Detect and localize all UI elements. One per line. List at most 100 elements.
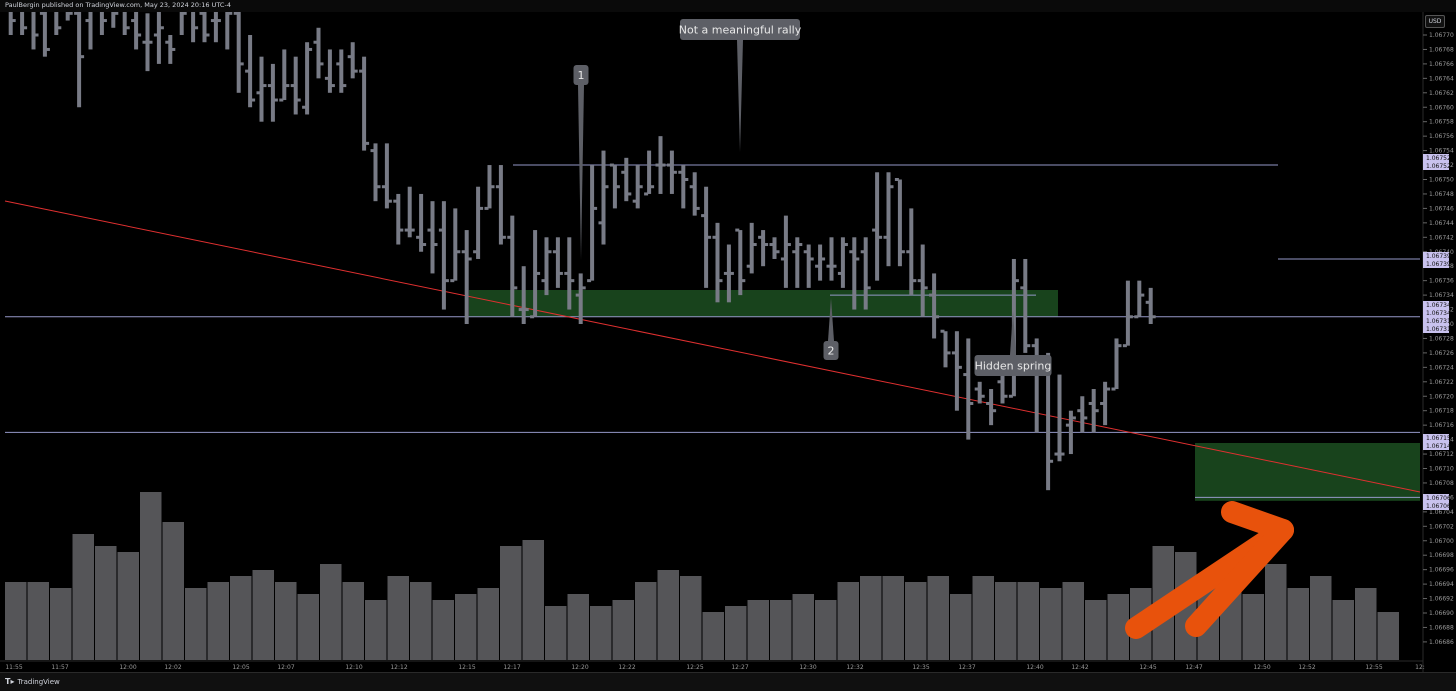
time-tick-label: 12:30 <box>799 664 816 671</box>
volume-bar <box>1333 600 1355 660</box>
demand-zone <box>469 290 1058 317</box>
time-tick-label: 12:10 <box>345 664 362 671</box>
bar-close-tick <box>263 84 267 87</box>
bar-open-tick <box>428 229 432 232</box>
bar-open-tick <box>998 380 1002 383</box>
bar-range <box>351 42 355 78</box>
bar-open-tick <box>986 402 990 405</box>
volume-bar <box>590 606 612 660</box>
bar-open-tick <box>291 84 295 87</box>
bar-close-tick <box>810 257 814 260</box>
volume-bar <box>230 576 252 660</box>
price-tick-label: 1.06748 <box>1429 191 1454 198</box>
price-tag: 1.06706 <box>1423 502 1451 510</box>
bar-close-tick <box>730 272 734 275</box>
volume-bar <box>28 582 50 660</box>
bar-open-tick <box>690 185 694 188</box>
volume-bar <box>1085 600 1107 660</box>
bar-open-tick <box>1089 402 1093 405</box>
bar-range <box>944 331 948 367</box>
bar-open-tick <box>530 315 534 318</box>
bar-close-tick <box>23 26 27 29</box>
brand-name: TradingView <box>17 678 59 686</box>
bar-close-tick <box>559 272 563 275</box>
bar-open-tick <box>314 41 318 44</box>
time-tick-label: 12: <box>1415 664 1425 671</box>
bar-open-tick <box>735 229 739 232</box>
bar-close-tick <box>388 200 392 203</box>
price-tick-label: 1.06700 <box>1429 538 1454 545</box>
volume-bar <box>118 552 140 660</box>
bar-close-tick <box>1049 460 1053 463</box>
volume-bar <box>298 594 320 660</box>
bar-close-tick <box>194 26 198 29</box>
bar-open-tick <box>542 279 546 282</box>
bar-close-tick <box>445 279 449 282</box>
volume-bar <box>883 576 905 660</box>
bar-close-tick <box>924 286 928 289</box>
price-tag: 1.06706 <box>1423 494 1451 502</box>
bar-open-tick <box>747 265 751 268</box>
bar-close-tick <box>1015 279 1019 282</box>
volume-bar <box>343 582 365 660</box>
volume-bar <box>410 582 432 660</box>
bar-open-tick <box>382 185 386 188</box>
bar-close-tick <box>525 308 529 311</box>
bar-range <box>157 12 161 64</box>
bar-range <box>818 245 822 281</box>
bar-open-tick <box>781 257 785 260</box>
bar-close-tick <box>456 250 460 253</box>
bar-range <box>955 331 959 410</box>
time-tick-label: 12:37 <box>958 664 975 671</box>
volume-bar <box>388 576 410 660</box>
header-bar: PaulBergin published on TradingView.com,… <box>0 0 1456 12</box>
bar-open-tick <box>450 279 454 282</box>
bar-open-tick <box>1100 402 1104 405</box>
bar-close-tick <box>1072 416 1076 419</box>
volume-bar <box>253 570 275 660</box>
bar-range <box>123 12 127 35</box>
price-tick-label: 1.06734 <box>1429 292 1454 299</box>
bar-close-tick <box>274 99 278 102</box>
bar-close-tick <box>935 315 939 318</box>
bar-close-tick <box>479 207 483 210</box>
price-tag-label: 1.06706 <box>1426 503 1451 510</box>
bar-range <box>431 201 435 273</box>
bar-range <box>385 143 389 208</box>
bar-range <box>476 187 480 259</box>
bar-open-tick <box>462 250 466 253</box>
price-tick-label: 1.06716 <box>1429 422 1454 429</box>
bar-open-tick <box>1066 424 1070 427</box>
bar-close-tick <box>867 286 871 289</box>
bar-range <box>989 389 993 425</box>
price-tick-label: 1.06694 <box>1429 581 1454 588</box>
volume-bar <box>1378 612 1400 660</box>
bar-open-tick <box>325 77 329 80</box>
bar-close-tick <box>251 99 255 102</box>
time-tick-label: 12:17 <box>503 664 520 671</box>
bar-range <box>1035 338 1039 432</box>
bar-range <box>134 12 138 49</box>
bar-close-tick <box>570 279 574 282</box>
bar-open-tick <box>371 149 375 152</box>
currency-label[interactable]: USD <box>1425 15 1445 28</box>
bar-range <box>20 12 24 35</box>
bar-range <box>875 172 879 280</box>
volume-bar <box>208 582 230 660</box>
price-tick-label: 1.06746 <box>1429 205 1454 212</box>
bar-range <box>716 223 720 302</box>
bar-close-tick <box>890 185 894 188</box>
time-tick-label: 12:25 <box>686 664 703 671</box>
bar-close-tick <box>468 257 472 260</box>
bar-open-tick <box>656 164 660 167</box>
bar-close-tick <box>1106 388 1110 391</box>
bar-close-tick <box>228 12 232 15</box>
bar-range <box>89 12 93 49</box>
bar-close-tick <box>114 12 118 15</box>
bar-open-tick <box>519 308 523 311</box>
volume-bar <box>275 582 297 660</box>
price-tag-label: 1.06714 <box>1426 443 1451 450</box>
bar-range <box>1126 281 1130 346</box>
bar-open-tick <box>815 265 819 268</box>
